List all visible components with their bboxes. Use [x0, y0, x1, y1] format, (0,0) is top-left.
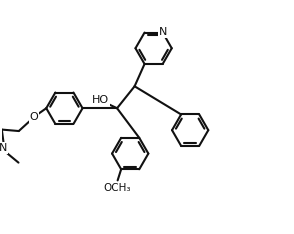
- Text: HO: HO: [91, 95, 109, 105]
- Text: N: N: [0, 143, 7, 153]
- Text: N: N: [159, 27, 168, 37]
- Text: OCH₃: OCH₃: [103, 183, 131, 193]
- Text: O: O: [30, 112, 38, 122]
